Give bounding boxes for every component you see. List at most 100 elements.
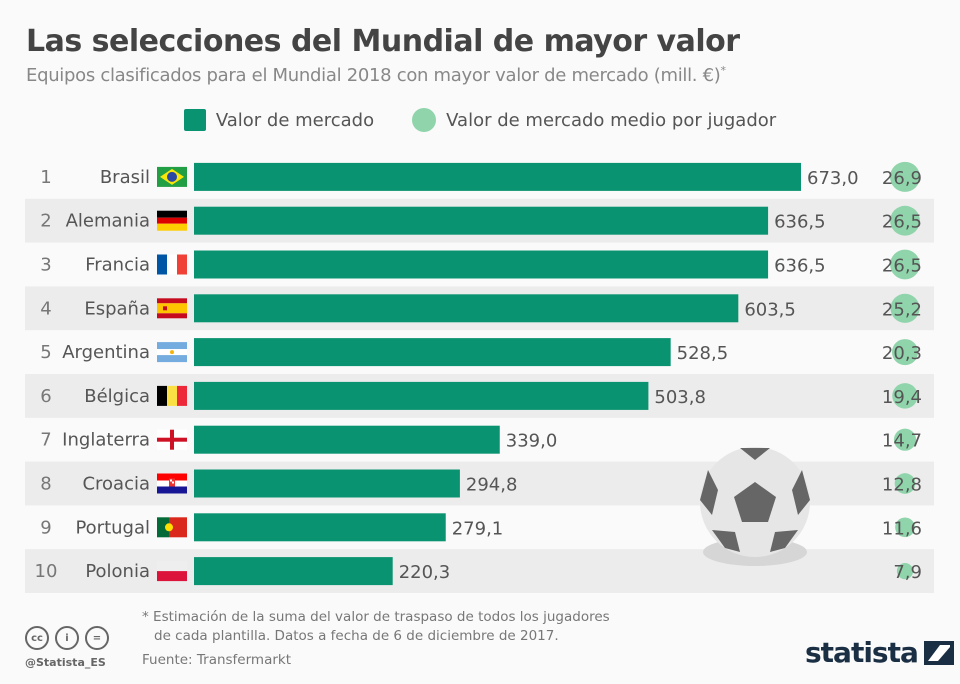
bar-value-label: 636,5 <box>774 256 826 277</box>
bar <box>194 513 446 542</box>
flag-argentina-icon <box>157 342 187 363</box>
bar <box>194 338 671 367</box>
flag-part <box>157 210 187 218</box>
flag-portugal-icon <box>157 517 187 538</box>
average-dot <box>890 293 920 323</box>
flag-england-icon <box>157 429 187 450</box>
ball-patch <box>740 448 770 460</box>
bar <box>194 381 649 410</box>
average-dot <box>890 161 920 192</box>
bar-value-label: 279,1 <box>452 518 504 539</box>
legend-label: Valor de mercado medio por jugador <box>446 109 777 131</box>
subtitle-footnote-mark: * <box>720 64 727 77</box>
flag-part <box>157 313 187 319</box>
flag-part <box>157 254 167 275</box>
statista-logo-icon <box>923 640 954 665</box>
rank-label: 3 <box>40 255 51 276</box>
flag-part <box>177 385 187 406</box>
country-label: España <box>84 298 150 319</box>
bar <box>194 206 769 235</box>
bar-value-label: 503,8 <box>654 387 706 408</box>
country-label: Francia <box>85 255 150 276</box>
flag-part <box>169 517 187 538</box>
flag-france-icon <box>157 254 187 275</box>
ball-patch <box>700 470 718 515</box>
attribution-icon: i <box>55 626 79 650</box>
flag-part <box>157 342 187 350</box>
average-dot <box>892 383 918 409</box>
average-value-label: 25,2 <box>882 299 922 320</box>
legend-label: Valor de mercado <box>215 109 375 131</box>
country-label: Bélgica <box>84 386 150 407</box>
rank-label: 8 <box>40 474 51 495</box>
table-row: 1 Brasil 673,0 26,9 <box>40 161 922 192</box>
country-label: Polonia <box>85 561 150 582</box>
flag-spain-icon <box>157 298 187 319</box>
bar-value-label: 528,5 <box>677 343 729 364</box>
average-value-label: 26,9 <box>882 168 922 189</box>
bar <box>194 425 500 454</box>
chart-subtitle: Equipos clasificados para el Mundial 201… <box>26 64 726 86</box>
flag-part <box>172 481 174 484</box>
rank-label: 6 <box>40 386 51 407</box>
table-row: 7 Inglaterra 339,0 14,7 <box>40 425 922 454</box>
legend-bar-swatch <box>183 109 206 131</box>
average-dot <box>890 205 920 236</box>
chart-title: Las selecciones del Mundial de mayor val… <box>26 24 740 59</box>
flag-part <box>157 303 187 314</box>
ball-patch <box>792 470 810 515</box>
average-dot <box>893 428 917 451</box>
license-icons: cc i = <box>25 626 109 650</box>
flag-part <box>157 217 187 224</box>
flag-part <box>170 350 174 355</box>
average-value-label: 14,7 <box>882 431 922 452</box>
statista-logo: statista <box>805 636 954 669</box>
flag-part <box>157 223 187 231</box>
bar-value-label: 220,3 <box>399 562 451 583</box>
average-value-label: 26,5 <box>882 212 922 233</box>
legend: Valor de mercado Valor de mercado medio … <box>0 108 960 132</box>
table-row: 6 Bélgica 503,8 19,4 <box>25 374 934 418</box>
cc-icon: cc <box>25 626 49 650</box>
average-value-label: 11,6 <box>882 518 922 539</box>
flag-part <box>165 523 173 532</box>
flag-part <box>163 306 167 311</box>
rank-label: 1 <box>40 167 51 188</box>
flag-croatia-icon <box>157 473 187 494</box>
flag-brazil-icon <box>157 166 187 187</box>
bar <box>194 557 393 586</box>
country-label: Argentina <box>62 342 150 363</box>
ball-patch <box>712 530 740 552</box>
logo-wordmark: statista <box>805 636 919 669</box>
flag-part <box>177 254 187 275</box>
average-dot <box>891 339 919 366</box>
average-value-label: 19,4 <box>882 387 922 408</box>
table-row: 5 Argentina 528,5 20,3 <box>40 338 922 367</box>
flag-part <box>157 437 187 442</box>
twitter-handle: @Statista_ES <box>25 656 106 669</box>
flag-part <box>157 486 187 494</box>
bar <box>194 162 801 191</box>
average-value-label: 26,5 <box>882 256 922 277</box>
flag-part <box>167 254 177 275</box>
country-label: Croacia <box>82 474 150 495</box>
soccer-ball-icon <box>700 447 810 566</box>
footnote-line: de cada plantilla. Datos a fecha de 6 de… <box>154 628 559 644</box>
bar <box>194 294 739 323</box>
bar-value-label: 603,5 <box>744 299 796 320</box>
bar <box>194 250 769 279</box>
average-dot <box>894 473 916 494</box>
source: Fuente: Transfermarkt <box>142 652 292 668</box>
ball-patch <box>770 530 798 552</box>
no-derivatives-icon: = <box>85 626 109 650</box>
legend-item-market-value: Valor de mercado <box>183 108 375 132</box>
country-label: Brasil <box>100 167 150 188</box>
country-label: Portugal <box>75 517 150 538</box>
bar-value-label: 673,0 <box>807 168 859 189</box>
footnote: * Estimación de la suma del valor de tra… <box>142 608 610 646</box>
flag-germany-icon <box>157 210 187 231</box>
rank-label: 7 <box>40 430 51 451</box>
flag-part <box>157 473 187 481</box>
legend-item-average-value: Valor de mercado medio por jugador <box>412 108 776 132</box>
